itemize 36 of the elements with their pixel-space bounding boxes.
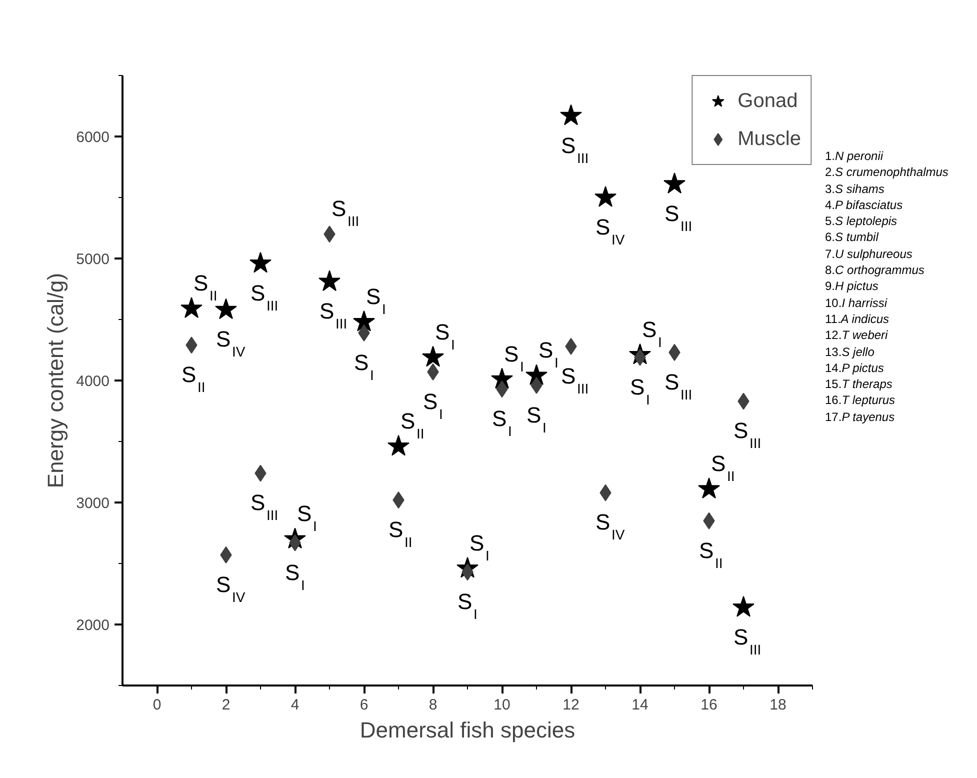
text: 10.I harrissi xyxy=(825,294,888,311)
y-tick-label: 4000 xyxy=(76,373,110,390)
y-axis-title: Energy content (cal/g) xyxy=(43,272,68,488)
y-tick-label: 5000 xyxy=(76,251,110,268)
x-tick-label: 6 xyxy=(360,696,368,714)
text: 17.P tayenus xyxy=(825,408,896,426)
text: 5.S leptolepis xyxy=(825,213,898,230)
x-tick-label: 14 xyxy=(632,696,648,714)
x-tick-label: 2 xyxy=(222,696,230,714)
x-axis-title: Demersal fish species xyxy=(360,718,576,742)
text: 12.T weberi xyxy=(825,327,889,344)
text: 15.T theraps xyxy=(825,376,894,392)
text: 14.P pictus xyxy=(825,360,885,376)
legend-label: Gonad xyxy=(738,90,798,112)
text: 8.C orthogrammus xyxy=(825,262,926,278)
x-tick-label: 0 xyxy=(152,696,162,714)
text: 16.T lepturus xyxy=(825,392,896,409)
legend-label: Muscle xyxy=(738,128,801,150)
y-tick-label: 3000 xyxy=(76,495,110,512)
x-tick-label: 18 xyxy=(770,696,786,714)
x-tick-label: 8 xyxy=(428,696,438,714)
text: 4.P bifasciatus xyxy=(825,196,904,214)
text: 3.S sihams xyxy=(825,180,886,197)
text: 13.S jello xyxy=(825,344,876,360)
x-tick-label: 12 xyxy=(562,696,580,714)
text: 11.A indicus xyxy=(825,310,890,328)
text: 7.U sulphureous xyxy=(825,246,914,262)
text: 9.H pictus xyxy=(825,278,880,295)
text: 1.N peronii xyxy=(825,148,884,164)
x-tick-label: 10 xyxy=(494,696,510,714)
y-tick-label: 2000 xyxy=(76,617,110,634)
text: 6.S tumbil xyxy=(825,229,880,246)
y-tick-label: 6000 xyxy=(76,129,110,146)
text: 2.S crumenophthalmus xyxy=(825,164,948,181)
x-tick-label: 4 xyxy=(290,696,300,714)
x-tick-label: 16 xyxy=(700,696,718,714)
